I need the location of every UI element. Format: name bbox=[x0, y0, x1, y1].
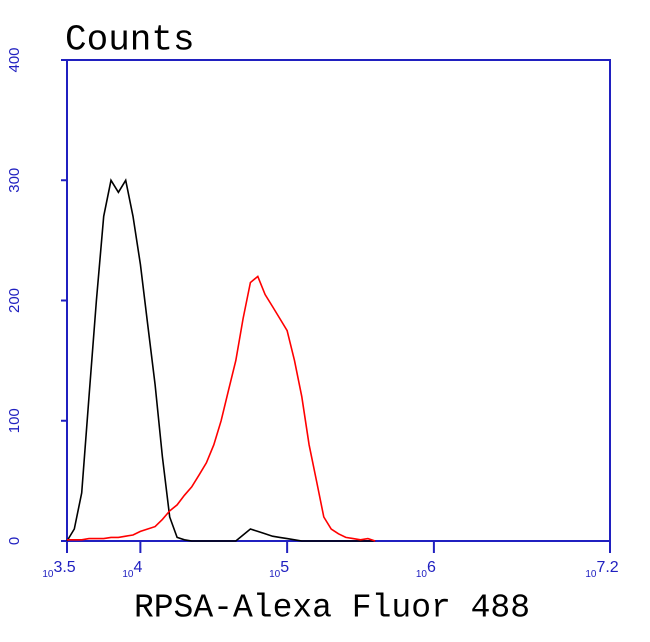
x-axis-label: RPSA-Alexa Fluor 488 bbox=[134, 590, 530, 627]
x-tick-label: 106 bbox=[416, 559, 436, 580]
y-tick-label: 200 bbox=[6, 288, 23, 313]
chart-title: Counts bbox=[65, 20, 195, 61]
y-tick-label: 400 bbox=[6, 47, 23, 72]
histogram-line bbox=[66, 178, 376, 542]
y-tick-label: 0 bbox=[6, 537, 23, 545]
plot-frame bbox=[66, 59, 611, 542]
histogram-line bbox=[67, 275, 376, 542]
y-tick-label: 300 bbox=[6, 168, 23, 193]
x-tick-label: 103.5 bbox=[42, 559, 75, 580]
x-tick-label: 107.2 bbox=[585, 559, 618, 580]
x-tick-label: 105 bbox=[269, 559, 289, 580]
x-tick-label: 104 bbox=[122, 559, 142, 580]
y-tick-label: 100 bbox=[6, 408, 23, 433]
